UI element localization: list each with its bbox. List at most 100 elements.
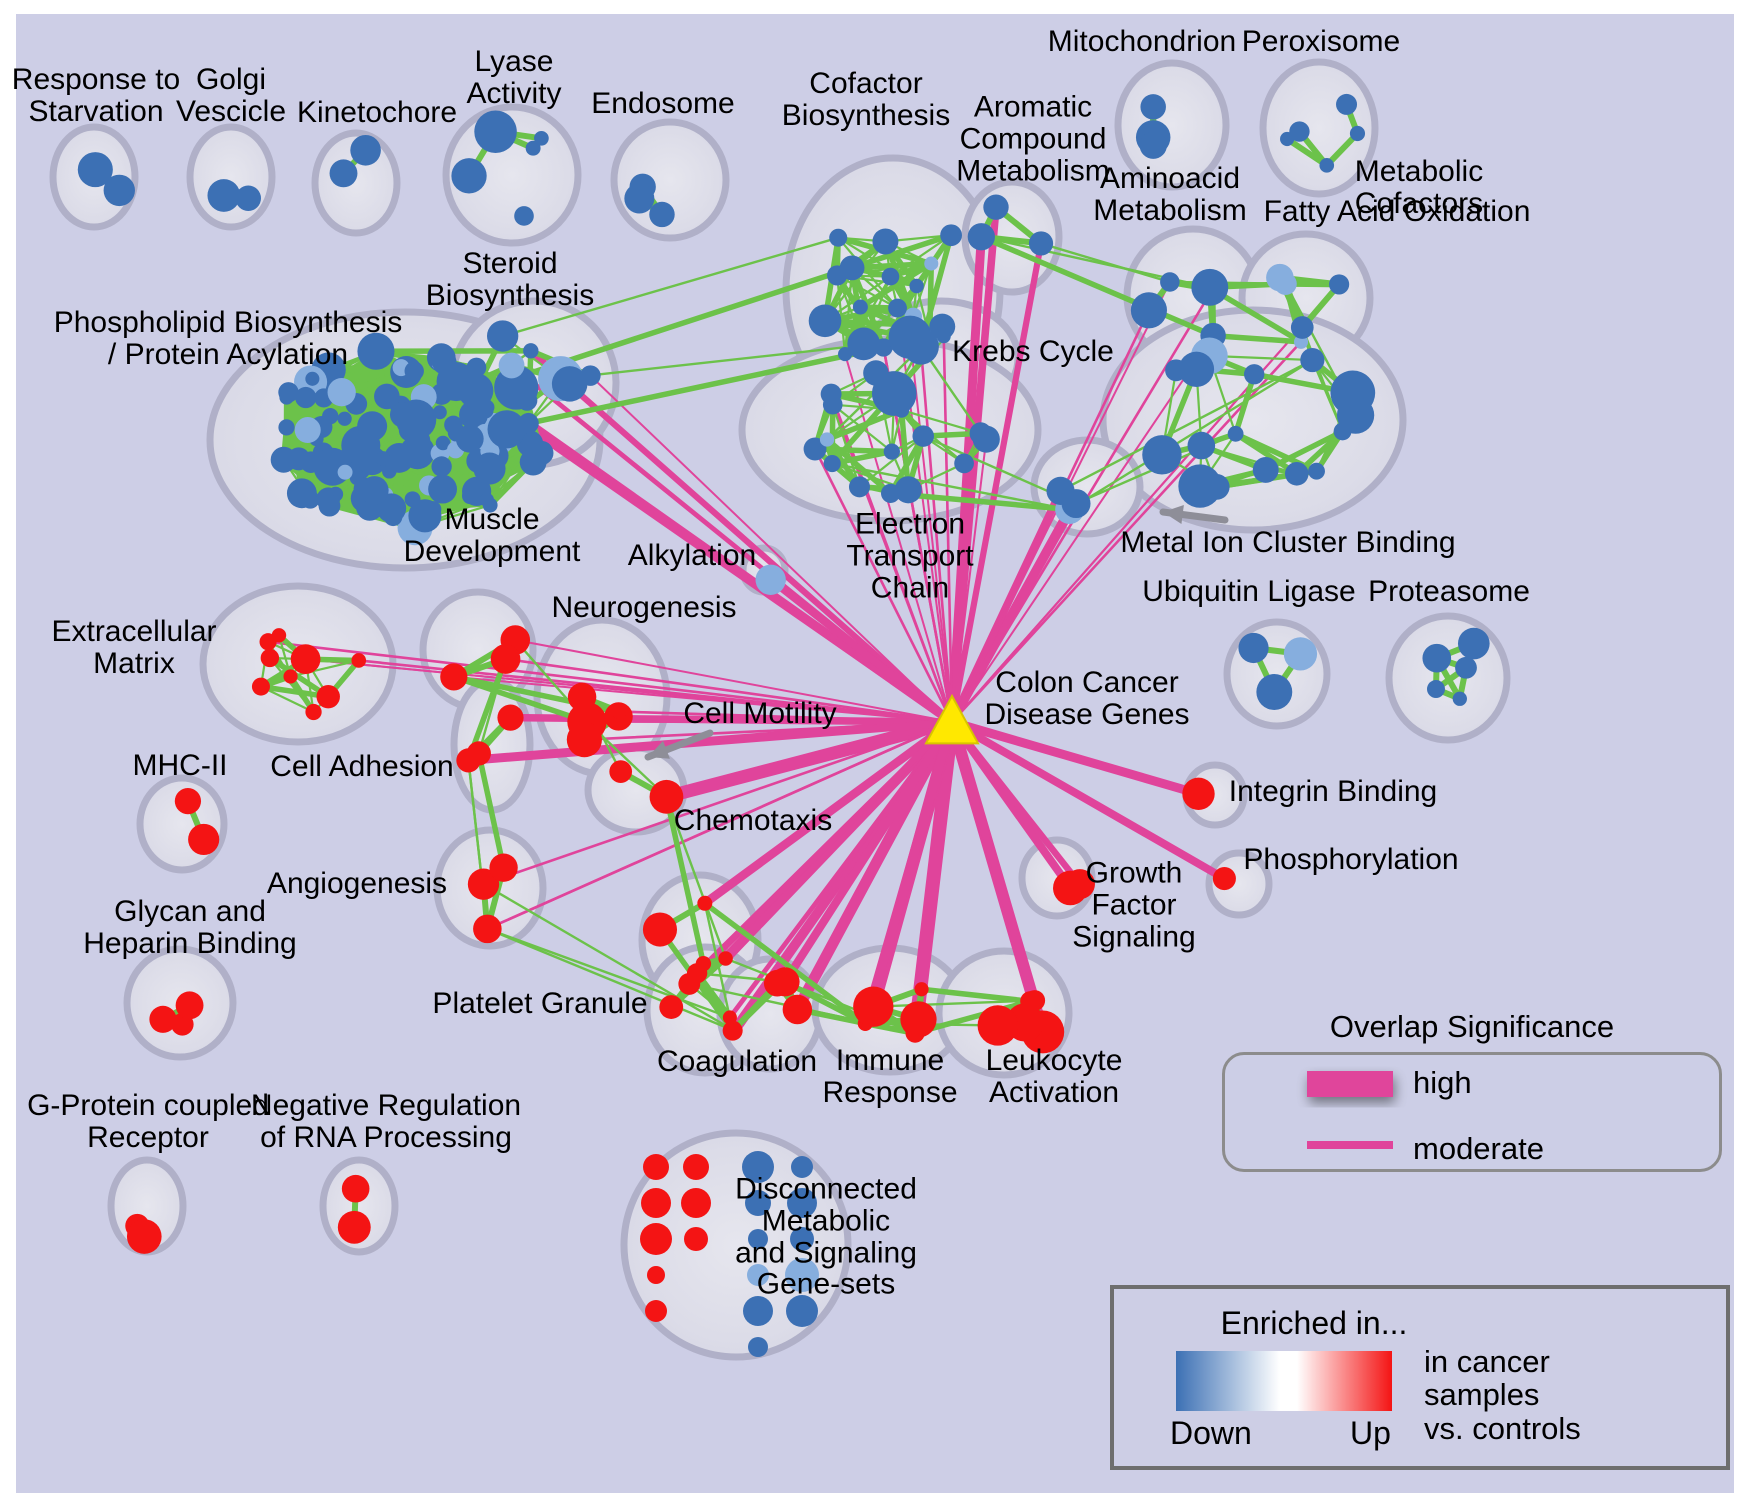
gene-node[interactable] (748, 1337, 768, 1357)
gene-node[interactable] (251, 677, 270, 696)
gene-node[interactable] (852, 299, 868, 315)
gene-node[interactable] (1336, 93, 1358, 115)
gene-node[interactable] (318, 494, 341, 517)
gene-node[interactable] (384, 442, 415, 473)
gene-node[interactable] (972, 425, 1000, 453)
gene-node[interactable] (337, 464, 353, 480)
gene-node[interactable] (188, 823, 220, 856)
gene-node[interactable] (747, 1264, 769, 1286)
gene-node[interactable] (259, 633, 277, 651)
gene-node[interactable] (467, 868, 500, 900)
gene-node[interactable] (383, 507, 403, 527)
gene-node[interactable] (514, 206, 534, 226)
gene-node[interactable] (518, 412, 539, 434)
gene-node[interactable] (697, 895, 713, 911)
gene-node[interactable] (647, 1266, 665, 1284)
gene-node[interactable] (872, 228, 899, 255)
gene-node[interactable] (1020, 991, 1041, 1012)
hub-node-layer[interactable] (924, 693, 980, 745)
gene-node[interactable] (848, 476, 870, 498)
gene-node[interactable] (175, 991, 204, 1020)
gene-node[interactable] (207, 179, 241, 212)
gene-node[interactable] (77, 152, 113, 188)
gene-node[interactable] (940, 224, 962, 247)
gene-node[interactable] (1457, 627, 1490, 660)
gene-node[interactable] (404, 491, 421, 508)
gene-node[interactable] (912, 425, 935, 447)
gene-node[interactable] (1455, 656, 1477, 679)
gene-node[interactable] (341, 1174, 370, 1203)
hub-triangle-colon-cancer-disease-genes[interactable] (924, 693, 980, 745)
gene-node[interactable] (905, 1023, 925, 1043)
gene-node[interactable] (785, 1258, 819, 1292)
gene-node[interactable] (278, 382, 299, 403)
gene-node[interactable] (791, 1156, 813, 1178)
gene-node[interactable] (290, 644, 321, 675)
gene-node[interactable] (351, 653, 367, 668)
gene-node[interactable] (1130, 292, 1167, 329)
gene-node[interactable] (863, 360, 889, 386)
gene-node[interactable] (534, 130, 549, 146)
gene-node[interactable] (782, 994, 813, 1025)
gene-node[interactable] (432, 350, 457, 375)
gene-node[interactable] (742, 1151, 774, 1183)
gene-node[interactable] (819, 432, 835, 447)
gene-node[interactable] (790, 1227, 814, 1251)
cluster-group[interactable] (186, 123, 276, 231)
gene-node[interactable] (286, 478, 317, 509)
gene-node[interactable] (722, 1020, 743, 1041)
gene-node[interactable] (1452, 691, 1467, 706)
gene-node[interactable] (722, 1010, 737, 1025)
gene-node[interactable] (1187, 431, 1216, 460)
gene-node[interactable] (353, 477, 377, 501)
gene-node[interactable] (1212, 867, 1236, 891)
gene-node[interactable] (295, 386, 317, 409)
gene-node[interactable] (893, 402, 910, 418)
gene-node[interactable] (126, 1219, 162, 1254)
gene-node[interactable] (888, 298, 907, 318)
gene-node[interactable] (316, 684, 340, 709)
gene-node[interactable] (743, 1296, 773, 1326)
gene-node[interactable] (914, 982, 929, 997)
gene-node[interactable] (294, 417, 321, 444)
gene-node[interactable] (327, 378, 356, 407)
gene-node[interactable] (1280, 131, 1295, 147)
gene-node[interactable] (270, 446, 297, 473)
gene-node[interactable] (103, 174, 135, 207)
gene-node[interactable] (1283, 637, 1318, 671)
gene-node[interactable] (839, 255, 865, 281)
gene-node[interactable] (1203, 280, 1221, 298)
gene-node[interactable] (455, 424, 484, 453)
gene-node[interactable] (880, 483, 901, 503)
gene-node[interactable] (823, 455, 841, 473)
gene-node[interactable] (490, 644, 521, 674)
gene-node[interactable] (1300, 347, 1325, 373)
gene-node[interactable] (428, 474, 457, 504)
gene-node[interactable] (278, 419, 295, 436)
gene-node[interactable] (1139, 131, 1167, 159)
gene-node[interactable] (624, 183, 655, 214)
gene-node[interactable] (649, 201, 675, 228)
gene-node[interactable] (909, 278, 924, 294)
gene-node[interactable] (404, 361, 424, 381)
gene-node[interactable] (803, 437, 827, 461)
gene-node[interactable] (551, 366, 588, 402)
gene-node[interactable] (149, 1005, 177, 1033)
gene-node[interactable] (1178, 464, 1222, 508)
gene-node[interactable] (808, 304, 842, 338)
gene-node[interactable] (936, 329, 951, 344)
gene-node[interactable] (525, 140, 541, 156)
gene-node[interactable] (1142, 435, 1182, 475)
gene-node[interactable] (838, 347, 853, 362)
gene-node[interactable] (350, 134, 381, 166)
gene-node[interactable] (1256, 674, 1293, 710)
gene-node[interactable] (686, 963, 708, 984)
gene-node[interactable] (473, 452, 506, 485)
gene-node[interactable] (1252, 457, 1279, 483)
gene-node[interactable] (983, 194, 1009, 220)
gene-node[interactable] (357, 332, 395, 370)
gene-node[interactable] (489, 853, 518, 882)
gene-node[interactable] (902, 328, 939, 365)
gene-node[interactable] (474, 110, 517, 153)
gene-node[interactable] (498, 352, 525, 379)
